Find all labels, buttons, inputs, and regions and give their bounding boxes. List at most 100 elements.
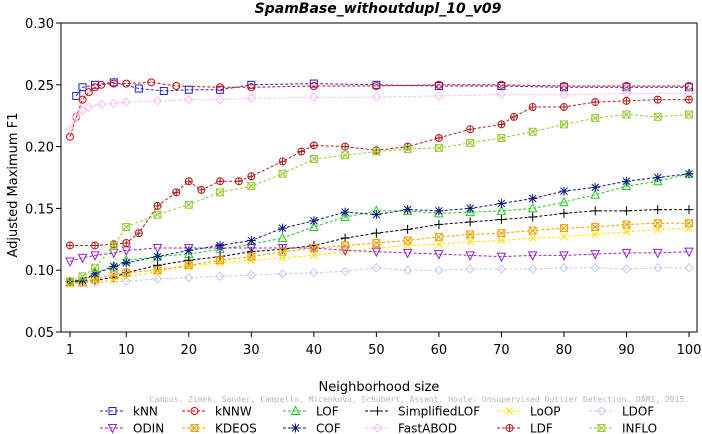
legend: kNN kNNW LOF SimplifiedLOF LoOP LDOF ODIN KDEOS… [100, 405, 657, 434]
data-point [78, 272, 87, 281]
legend-item-odin: ODIN [100, 422, 164, 434]
data-point [309, 216, 319, 226]
data-point [435, 240, 443, 249]
legend-label: kNNW [215, 405, 252, 419]
y-tick-label: 0.30 [25, 17, 54, 32]
data-point [434, 80, 443, 89]
data-point [247, 172, 256, 181]
data-point [527, 202, 538, 213]
data-point [247, 182, 256, 191]
data-point [403, 224, 413, 234]
data-point [466, 138, 475, 147]
data-point [434, 91, 444, 101]
data-point [505, 424, 514, 432]
data-point [277, 232, 288, 243]
data-point [653, 173, 663, 182]
data-point [152, 96, 163, 106]
series-ldf [66, 95, 694, 250]
data-point [465, 264, 475, 274]
data-point [108, 407, 117, 415]
data-point [685, 95, 694, 104]
y-tick-label: 0.15 [25, 202, 54, 217]
data-point [216, 258, 224, 267]
data-point [622, 228, 631, 236]
data-point [340, 207, 350, 217]
legend-label: INFLO [622, 422, 657, 434]
legend-item-loop: LoOP [497, 405, 561, 419]
x-tick-label: 40 [306, 343, 323, 358]
data-point [109, 271, 118, 280]
legend-label: LDOF [622, 405, 654, 419]
data-point [90, 251, 100, 261]
data-point [184, 272, 194, 283]
data-point [122, 239, 131, 247]
data-point [590, 263, 600, 273]
data-point [434, 206, 444, 216]
x-tick-label: 60 [431, 343, 448, 358]
data-point [403, 145, 412, 154]
data-point [621, 180, 632, 191]
data-point [247, 83, 256, 92]
legend-item-ldof: LDOF [589, 405, 654, 419]
series-line [69, 93, 689, 130]
data-point [340, 211, 350, 222]
data-point [109, 79, 118, 88]
data-point [371, 247, 382, 258]
data-point [466, 125, 475, 134]
data-point [184, 245, 194, 255]
data-point [216, 256, 225, 265]
data-point [559, 224, 568, 233]
data-point [559, 120, 568, 129]
data-point [497, 120, 506, 129]
data-point [277, 269, 288, 279]
data-point [590, 250, 601, 260]
data-point [309, 92, 319, 102]
data-point [684, 247, 694, 258]
data-point [528, 226, 537, 235]
data-point [309, 221, 319, 231]
data-point [371, 263, 382, 273]
x-tick-label: 1 [66, 343, 74, 358]
data-point [434, 133, 443, 142]
data-point [528, 194, 538, 204]
data-point [184, 177, 193, 186]
data-point [153, 252, 163, 262]
x-tick-label: 50 [368, 343, 385, 358]
data-point [216, 188, 225, 197]
data-point [153, 201, 162, 210]
data-point [278, 247, 287, 256]
x-tick-label: 10 [118, 343, 135, 358]
data-point [152, 274, 163, 284]
data-point [596, 406, 607, 416]
data-point [559, 208, 569, 218]
legend-item-knnw: kNNW [182, 405, 252, 419]
data-point [402, 248, 413, 259]
data-point [234, 177, 243, 186]
y-tick-label: 0.10 [25, 264, 54, 279]
data-point [309, 79, 318, 88]
data-point [109, 98, 119, 109]
data-point [496, 205, 507, 215]
data-point [621, 176, 631, 186]
x-tick-label: 70 [493, 343, 510, 358]
data-point [246, 236, 256, 246]
data-point [434, 265, 444, 275]
data-point [78, 83, 87, 92]
data-point [653, 112, 662, 121]
data-point [309, 154, 318, 163]
series-line [69, 209, 689, 284]
data-point [527, 251, 538, 261]
data-point [65, 257, 75, 268]
data-point [109, 241, 118, 250]
y-tick-label: 0.20 [25, 141, 54, 156]
data-point [309, 251, 318, 260]
y-axis-label: Adjusted Maximum F1 [6, 113, 21, 258]
data-point [497, 80, 506, 89]
data-point [528, 103, 537, 112]
data-point [71, 112, 81, 122]
data-point [309, 141, 318, 150]
data-point [653, 205, 663, 215]
data-point [403, 205, 413, 215]
data-point [497, 236, 506, 245]
